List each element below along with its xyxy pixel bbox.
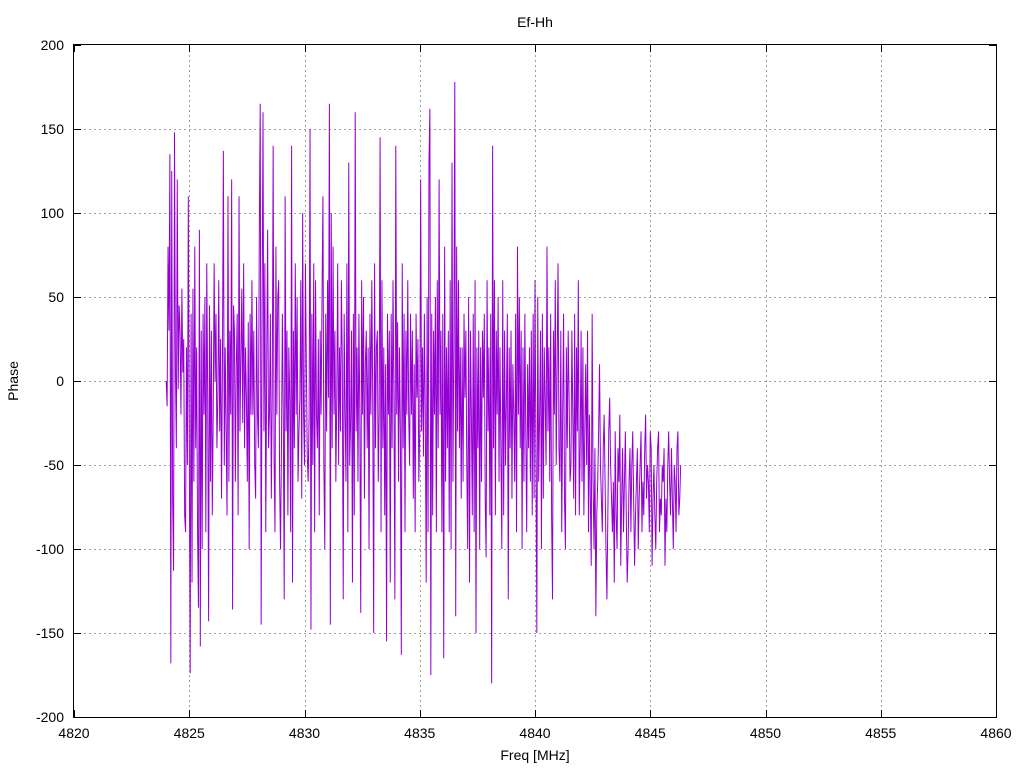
x-tick-label: 4825: [174, 725, 205, 741]
phase-series-line: [165, 81, 682, 684]
y-tick-label: 150: [41, 121, 65, 137]
x-tick-label: 4835: [404, 725, 435, 741]
axis-ticks: [74, 45, 997, 718]
y-tick-label: -150: [36, 625, 64, 641]
x-tick-label: 4840: [519, 725, 550, 741]
x-tick-label: 4855: [865, 725, 896, 741]
x-tick-label: 4830: [289, 725, 320, 741]
y-tick-label: -100: [36, 541, 64, 557]
plot-area: [165, 81, 682, 684]
chart-title: Ef-Hh: [517, 14, 553, 30]
x-tick-label: 4850: [750, 725, 781, 741]
plot-frame: [73, 44, 997, 718]
y-tick-label: 200: [41, 37, 65, 53]
y-tick-label: 50: [48, 289, 64, 305]
x-tick-label: 4860: [980, 725, 1011, 741]
y-tick-label: -200: [36, 709, 64, 725]
x-axis-label: Freq [MHz]: [500, 747, 569, 763]
x-tick-label: 4820: [58, 725, 89, 741]
tick-labels: 4820 4825 4830 4835 4840 4845 4850 4855 4860 -200…: [36, 37, 1012, 741]
x-tick-label: 4845: [635, 725, 666, 741]
y-tick-label: 0: [56, 373, 64, 389]
y-tick-label: 100: [41, 205, 65, 221]
y-tick-label: -50: [44, 457, 64, 473]
y-axis-label: Phase: [5, 361, 21, 401]
